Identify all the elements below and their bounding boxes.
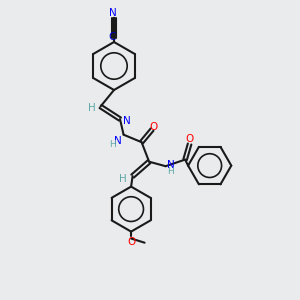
- Text: H: H: [168, 167, 174, 176]
- Text: H: H: [88, 103, 96, 113]
- Text: N: N: [114, 136, 122, 146]
- Text: O: O: [127, 236, 135, 247]
- Text: O: O: [149, 122, 158, 132]
- Text: N: N: [167, 160, 175, 170]
- Text: H: H: [109, 140, 116, 149]
- Text: C: C: [109, 32, 116, 43]
- Text: N: N: [109, 8, 116, 19]
- Text: O: O: [185, 134, 194, 145]
- Text: N: N: [123, 116, 131, 126]
- Text: H: H: [119, 174, 127, 184]
